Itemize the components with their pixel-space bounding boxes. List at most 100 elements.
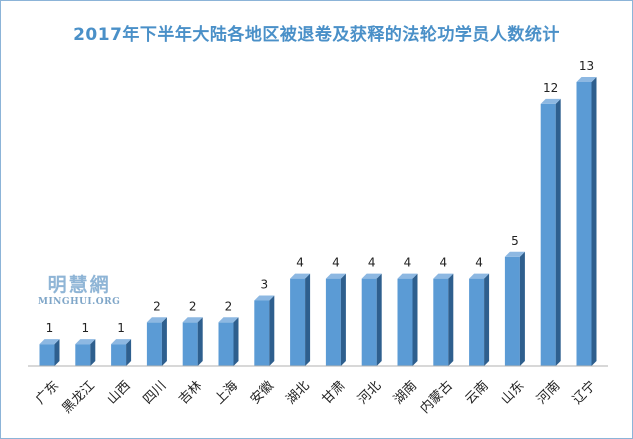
bar-side (591, 77, 597, 366)
bar-side (126, 339, 132, 366)
value-label: 2 (225, 299, 233, 313)
category-label: 辽宁 (569, 378, 599, 408)
bar-top (433, 273, 454, 279)
bar-front (111, 344, 127, 366)
bar-黑龙江 (75, 339, 96, 366)
bar-top (182, 317, 203, 323)
bar-front (397, 278, 413, 366)
category-label: 河北 (355, 378, 384, 407)
watermark-name: 明慧網 (47, 274, 111, 296)
bar-front (218, 322, 234, 366)
value-label: 3 (260, 277, 268, 291)
bar-front (504, 256, 520, 366)
bar-side (305, 273, 311, 366)
bar-side (197, 317, 203, 366)
category-label: 安徽 (248, 378, 277, 407)
value-label: 2 (189, 299, 197, 313)
bar-front (39, 344, 55, 366)
category-label: 内蒙古 (417, 378, 456, 417)
bar-top (111, 339, 132, 345)
bar-吉林 (182, 317, 203, 366)
category-label: 广东 (33, 378, 62, 407)
bar-side (412, 273, 418, 366)
minghui-watermark: 明慧網 MINGHUI.ORG (38, 270, 120, 307)
bar-辽宁 (576, 77, 597, 366)
value-label: 4 (368, 256, 376, 270)
value-label: 5 (511, 234, 519, 248)
bar-top (146, 317, 167, 323)
bar-side (376, 273, 382, 366)
bar-云南 (469, 273, 490, 366)
bar-side (448, 273, 454, 366)
bar-top (540, 98, 561, 104)
bar-side (519, 251, 525, 366)
category-label: 上海 (212, 378, 241, 407)
bar-top (75, 339, 96, 345)
bar-front (361, 278, 377, 366)
bar-top (361, 273, 382, 279)
bar-side (90, 339, 96, 366)
bar-top (397, 273, 418, 279)
bar-甘肃 (325, 273, 346, 366)
bar-top (504, 251, 525, 257)
bar-安徽 (254, 295, 275, 366)
bar-河南 (540, 98, 561, 366)
value-label: 4 (404, 256, 412, 270)
bar-广东 (39, 339, 60, 366)
bar-湖南 (397, 273, 418, 366)
bar-上海 (218, 317, 239, 366)
value-label: 12 (543, 81, 558, 95)
value-label: 4 (296, 256, 304, 270)
bar-top (576, 77, 597, 82)
value-label: 1 (46, 321, 54, 335)
value-label: 13 (579, 59, 594, 73)
bar-front (433, 278, 449, 366)
bar-front (325, 278, 341, 366)
chart-title: 2017年下半年大陆各地区被退卷及获释的法轮功学员人数统计 (73, 25, 560, 45)
category-label: 山东 (498, 378, 527, 407)
bar-front (254, 300, 270, 366)
category-label: 吉林 (176, 378, 205, 407)
bar-side (340, 273, 346, 366)
bar-side (484, 273, 490, 366)
bar-内蒙古 (433, 273, 454, 366)
category-label: 云南 (462, 378, 492, 408)
bar-front (540, 103, 556, 366)
category-label: 四川 (140, 378, 169, 407)
bar-front (75, 344, 91, 366)
bars-group (39, 77, 597, 366)
bar-top (290, 273, 311, 279)
bar-河北 (361, 273, 382, 366)
bar-side (161, 317, 167, 366)
bar-top (254, 295, 275, 301)
bar-top (218, 317, 239, 323)
value-label: 4 (475, 256, 483, 270)
value-label: 4 (439, 256, 447, 270)
bar-front (469, 278, 485, 366)
bar-front (576, 82, 592, 366)
bar-山西 (111, 339, 132, 366)
bar-top (469, 273, 490, 279)
category-label: 甘肃 (319, 378, 348, 407)
category-label: 黑龙江 (60, 378, 98, 416)
bar-top (39, 339, 60, 345)
bar-side (233, 317, 239, 366)
bar-四川 (146, 317, 167, 366)
bar-front (290, 278, 306, 366)
value-label: 4 (332, 256, 340, 270)
bar-山东 (504, 251, 525, 366)
category-label: 湖南 (390, 378, 420, 408)
bar-front (146, 322, 162, 366)
bar-top (325, 273, 346, 279)
category-label: 湖北 (284, 378, 313, 407)
bar-front (182, 322, 198, 366)
bar-湖北 (290, 273, 311, 366)
category-label: 河南 (534, 378, 564, 408)
category-label: 山西 (105, 378, 134, 407)
bar-side (54, 339, 60, 366)
bar-side (269, 295, 275, 366)
value-label: 1 (117, 321, 125, 335)
